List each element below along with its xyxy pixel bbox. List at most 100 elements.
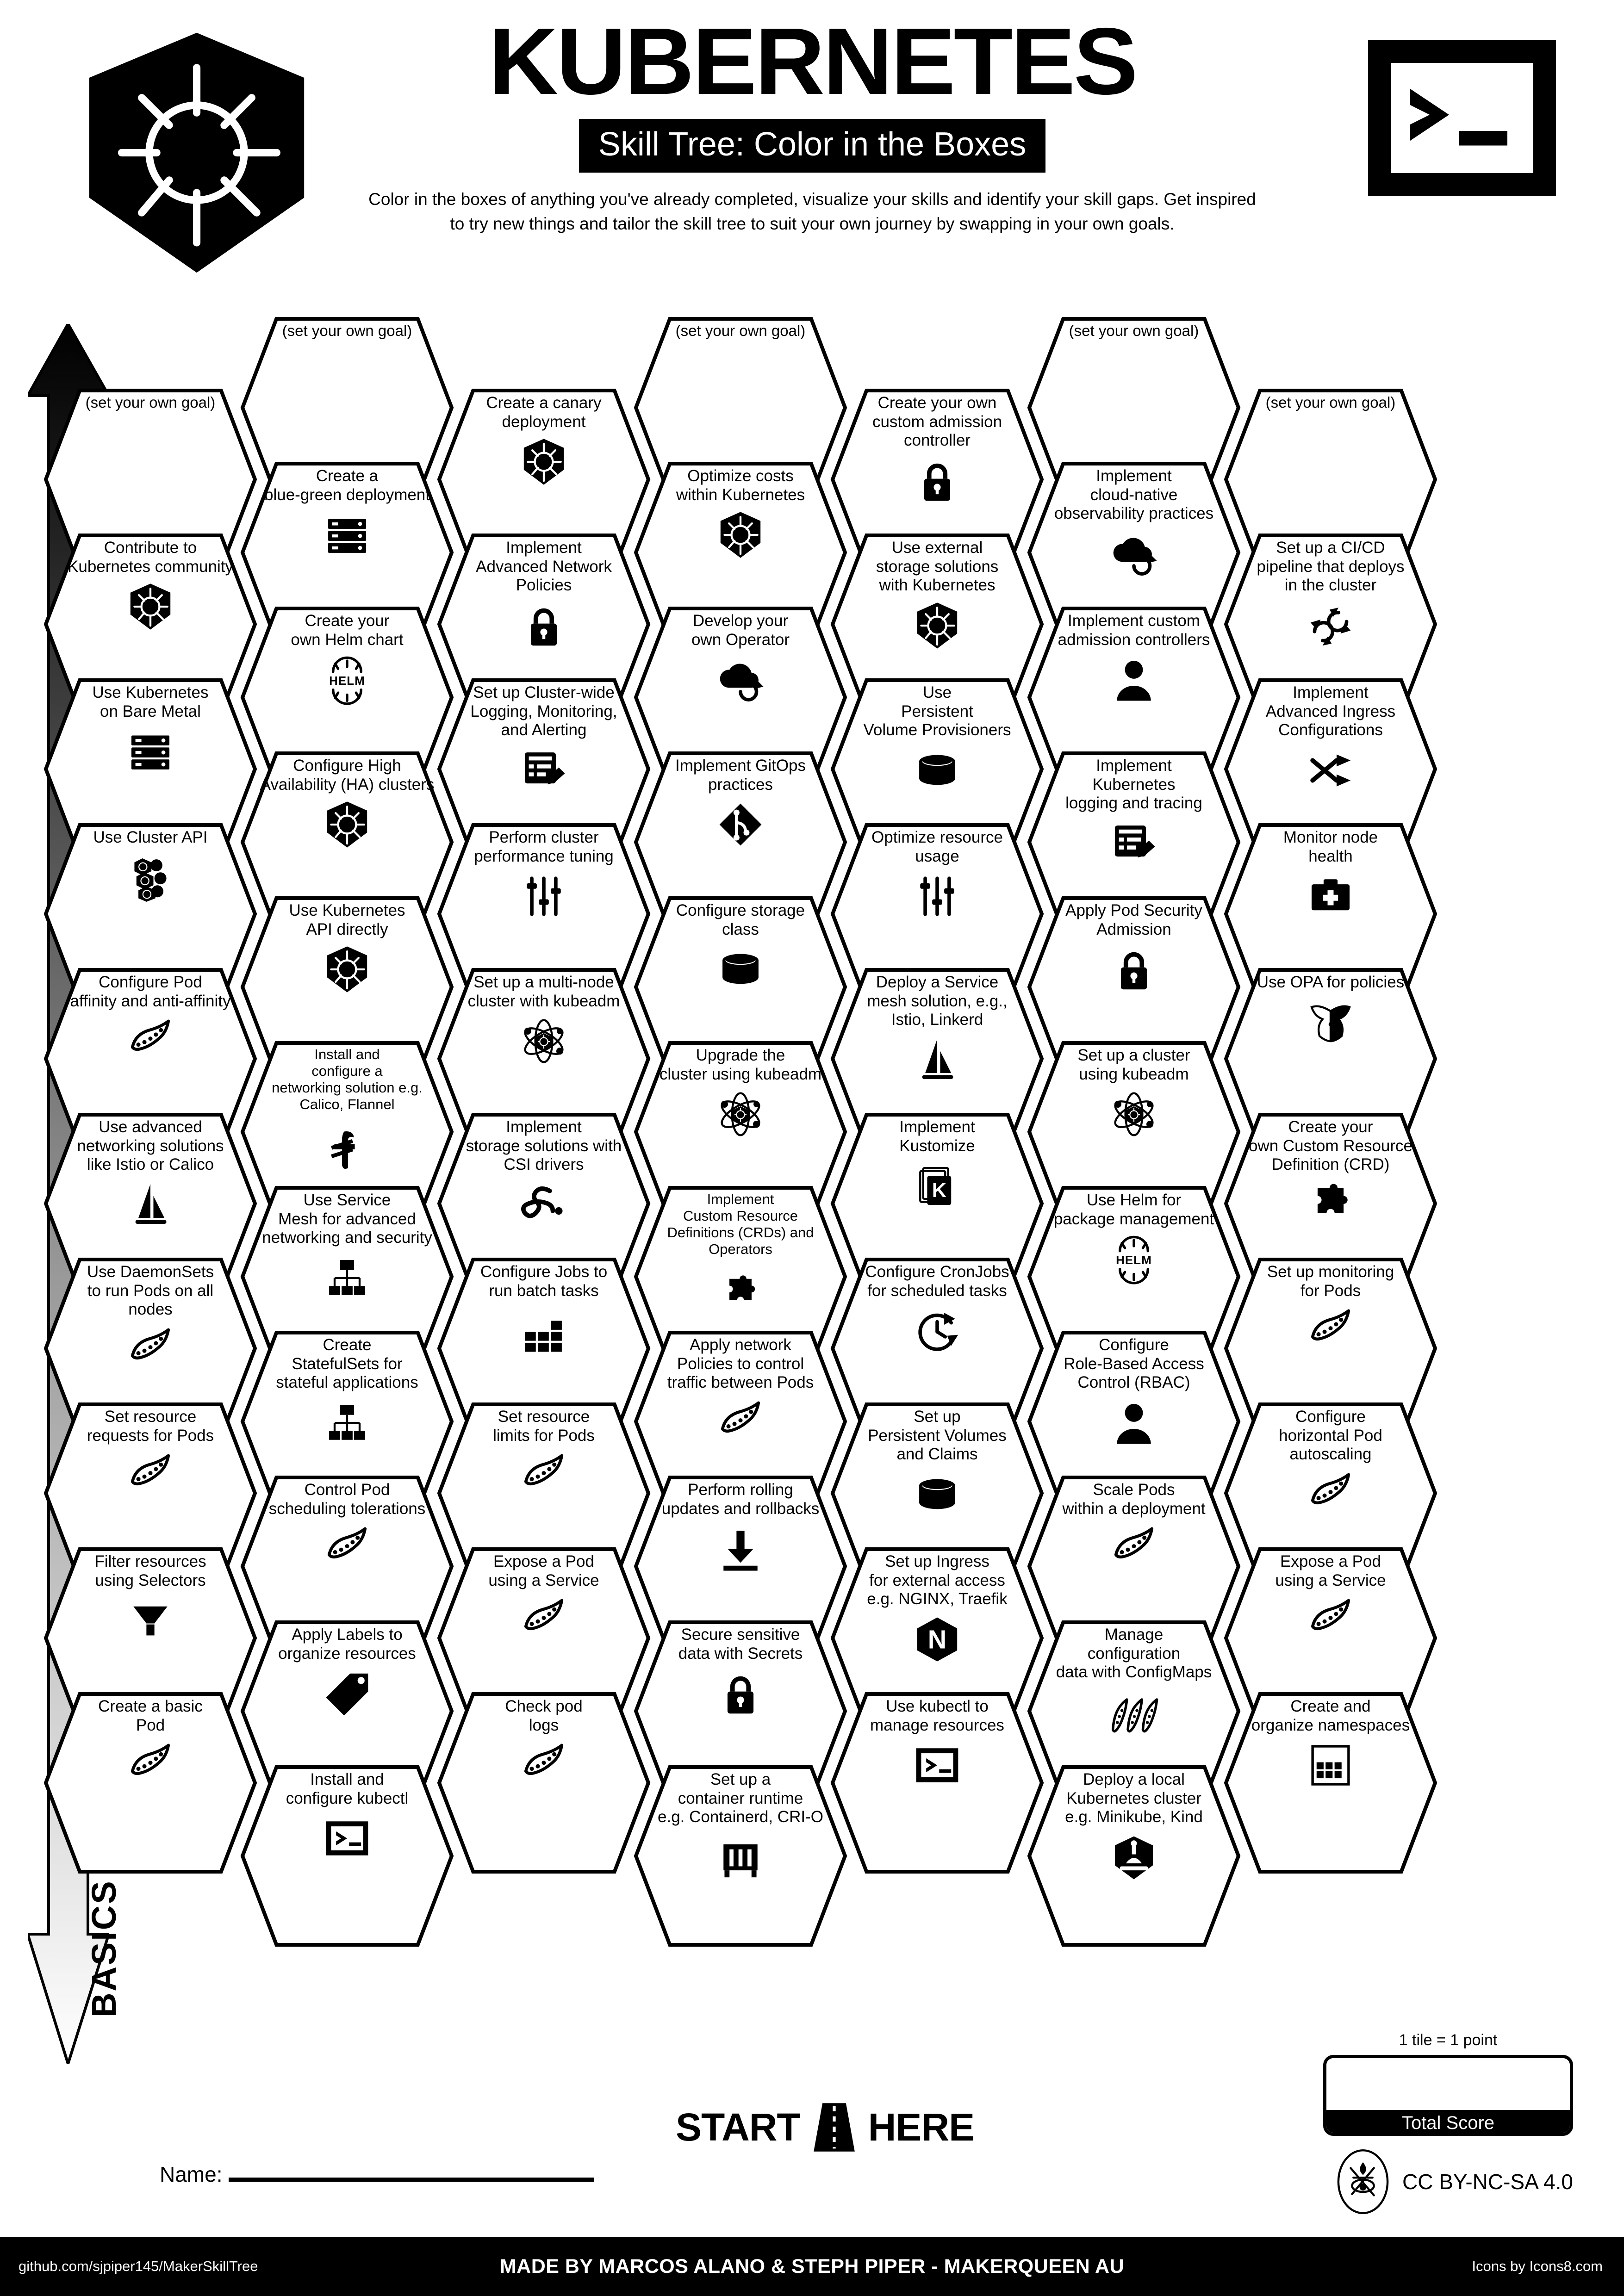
skill-tile-label: Use Cluster API (93, 828, 208, 846)
intro-blurb-line1: Color in the boxes of anything you've al… (368, 190, 1256, 209)
skill-tile[interactable]: Use advanced networking solutions like Ist… (44, 1113, 257, 1294)
skill-tile[interactable]: Use OPA for policies (1224, 968, 1437, 1149)
skill-tile[interactable]: Control Pod scheduling tolerations (240, 1476, 454, 1657)
skill-tile[interactable]: Implement storage solutions with CSI drive… (437, 1113, 651, 1294)
skill-tile-label: Manage configuration data with ConfigMaps (1056, 1626, 1212, 1682)
nginx-icon: N (912, 1614, 962, 1664)
total-score-widget[interactable]: 1 tile = 1 point Total Score (1323, 2031, 1573, 2136)
skill-tile-label: Deploy a local Kubernetes cluster e.g. Min… (1065, 1770, 1203, 1826)
skill-tile[interactable]: Configure High Availability (HA) clusters (240, 751, 454, 933)
skill-tile[interactable]: Implement Kustomize K (830, 1113, 1044, 1294)
page-footer: github.com/sjpiper145/MakerSkillTree MAD… (0, 2237, 1624, 2296)
skill-tile[interactable]: Create StatefulSets for stateful applicati… (240, 1331, 454, 1512)
skill-tile[interactable]: Configure CronJobs for scheduled tasks (830, 1258, 1044, 1439)
skill-tile[interactable]: Set resource limits for Pods (437, 1402, 651, 1584)
skill-tile[interactable]: Deploy a Service mesh solution, e.g., Isti… (830, 968, 1044, 1149)
skill-tile[interactable]: Perform rolling updates and rollbacks (634, 1476, 847, 1657)
skill-tile[interactable]: (set your own goal) (634, 317, 847, 498)
skill-tile[interactable]: Develop your own Operator (634, 607, 847, 788)
kubernetes-logo-icon (72, 28, 322, 278)
skill-tile[interactable]: Use Service Mesh for advanced networking a… (240, 1186, 454, 1367)
container-icon (716, 1832, 765, 1882)
pea-pod-icon (716, 1398, 765, 1448)
skill-tile[interactable]: Implement custom admission controllers (1027, 607, 1241, 788)
skill-tile[interactable]: Configure Pod affinity and anti-affinity (44, 968, 257, 1149)
skill-tile[interactable]: Use Kubernetes API directly (240, 896, 454, 1078)
skill-tile[interactable]: Create a basic Pod (44, 1692, 257, 1874)
skill-tile[interactable]: Configure storage class (634, 896, 847, 1078)
page-subtitle: Skill Tree: Color in the Boxes (579, 119, 1046, 173)
footer-icons-credit[interactable]: Icons by Icons8.com (1472, 2258, 1603, 2274)
svg-text:HELM: HELM (1116, 1254, 1152, 1267)
skill-tile-label: Configure High Availability (HA) clusters (260, 757, 435, 794)
skill-tile[interactable]: Implement Kubernetes logging and tracing (1027, 751, 1241, 933)
svg-text:N: N (928, 1625, 947, 1654)
skill-tile[interactable]: Configure Role-Based Access Control (RBAC) (1027, 1331, 1241, 1512)
name-input-line[interactable] (229, 2178, 595, 2182)
skill-tile[interactable]: Set up a CI/CD pipeline that deploys in th… (1224, 534, 1437, 715)
skill-tile[interactable]: Filter resources using Selectors (44, 1547, 257, 1729)
skill-tile[interactable]: (set your own goal) (240, 317, 454, 498)
skill-tile[interactable]: Secure sensitive data with Secrets (634, 1620, 847, 1802)
maker-tools-badge-icon (1336, 2147, 1390, 2216)
skill-tile[interactable]: Implement cloud-native observability pract… (1027, 462, 1241, 643)
skill-tile[interactable]: Expose a Pod using a Service (1224, 1547, 1437, 1729)
skill-tile[interactable]: Create and organize namespaces (1224, 1692, 1437, 1874)
footer-credit: MADE BY MARCOS ALANO & STEPH PIPER - MAK… (499, 2255, 1125, 2277)
skill-tile[interactable]: Deploy a local Kubernetes cluster e.g. Min… (1027, 1765, 1241, 1947)
skill-tile[interactable]: Install and configure kubectl (240, 1765, 454, 1947)
skill-tile[interactable]: Apply network Policies to control traffic … (634, 1331, 847, 1512)
helm-icon: HELM (1109, 1234, 1159, 1285)
skill-tile-label: Set up a cluster using kubeadm (1077, 1046, 1190, 1083)
person-icon (1109, 655, 1159, 705)
skill-tile-label: Implement Advanced Network Policies (476, 539, 612, 595)
skill-tile[interactable]: Use Helm for package management HELM (1027, 1186, 1241, 1367)
skill-tile[interactable]: Set up Cluster-wide Logging, Monitoring, a… (437, 678, 651, 860)
skill-tile[interactable]: Optimize resource usage (830, 823, 1044, 1005)
person-icon (1109, 1398, 1159, 1448)
pea-pod-icon (125, 1325, 175, 1375)
skill-tile-label: Use Persistent Volume Provisioners (863, 683, 1011, 739)
skill-tile[interactable]: Monitor node health (1224, 823, 1437, 1005)
skill-tile[interactable]: Expose a Pod using a Service (437, 1547, 651, 1729)
skill-tile[interactable]: Scale Pods within a deployment (1027, 1476, 1241, 1657)
skill-tile-label: Set resource requests for Pods (87, 1408, 214, 1445)
skill-tile-label: Use Service Mesh for advanced networking a… (262, 1191, 432, 1247)
skill-tile[interactable]: (set your own goal) (1224, 389, 1437, 570)
skill-tile-label: (set your own goal) (1265, 394, 1396, 411)
skill-tile[interactable]: Use kubectl to manage resources (830, 1692, 1044, 1874)
server-rack-icon (125, 726, 175, 776)
skill-tile[interactable]: Manage configuration data with ConfigMaps (1027, 1620, 1241, 1802)
skill-tile[interactable]: Create your own Custom Resource Definition… (1224, 1113, 1437, 1294)
skill-tile[interactable]: Set up a container runtime e.g. Containerd… (634, 1765, 847, 1947)
skill-tile[interactable]: Apply Pod Security Admission (1027, 896, 1241, 1078)
skill-tile-label: Set up a CI/CD pipeline that deploys in th… (1257, 539, 1405, 595)
terminal-icon (912, 1740, 962, 1790)
skill-tile[interactable]: Upgrade the cluster using kubeadm (634, 1041, 847, 1222)
total-score-input[interactable] (1326, 2058, 1570, 2110)
helm-icon: HELM (322, 655, 372, 705)
skill-tile[interactable]: Set up a cluster using kubeadm (1027, 1041, 1241, 1222)
skill-tile[interactable]: Configure horizontal Pod autoscaling (1224, 1402, 1437, 1584)
skill-tile[interactable]: Implement Advanced Ingress Configurations (1224, 678, 1437, 860)
footer-github-link[interactable]: github.com/sjpiper145/MakerSkillTree (19, 2258, 258, 2274)
skill-tile-label: Perform cluster performance tuning (474, 828, 614, 865)
skill-tile[interactable]: Create a canary deployment (437, 389, 651, 570)
skill-tile[interactable]: Implement Custom Resource Definitions (CRD… (634, 1186, 847, 1367)
skill-tile[interactable]: Use Cluster API (44, 823, 257, 1005)
skill-tile[interactable]: Check pod logs (437, 1692, 651, 1874)
skill-tile[interactable]: Apply Labels to organize resources (240, 1620, 454, 1802)
skill-tile[interactable]: Create your own custom admission controlle… (830, 389, 1044, 570)
skill-tile[interactable]: Set resource requests for Pods (44, 1402, 257, 1584)
skill-tile[interactable]: Configure Jobs to run batch tasks (437, 1258, 651, 1439)
skill-tile[interactable]: Set up Ingress for external access e.g. NG… (830, 1547, 1044, 1729)
blocks-icon (519, 1306, 569, 1356)
skill-tile[interactable]: Set up Persistent Volumes and Claims (830, 1402, 1044, 1584)
total-score-box[interactable]: Total Score (1323, 2055, 1573, 2136)
skill-tile-label: Implement storage solutions with CSI drive… (466, 1118, 622, 1174)
database-icon (912, 1470, 962, 1520)
skill-tile-label: Expose a Pod using a Service (1275, 1552, 1386, 1589)
skill-tile[interactable]: Set up a multi-node cluster with kubeadm (437, 968, 651, 1149)
skill-tile-label: Control Pod scheduling tolerations (268, 1481, 426, 1518)
name-field-row[interactable]: Name: (160, 2162, 595, 2187)
